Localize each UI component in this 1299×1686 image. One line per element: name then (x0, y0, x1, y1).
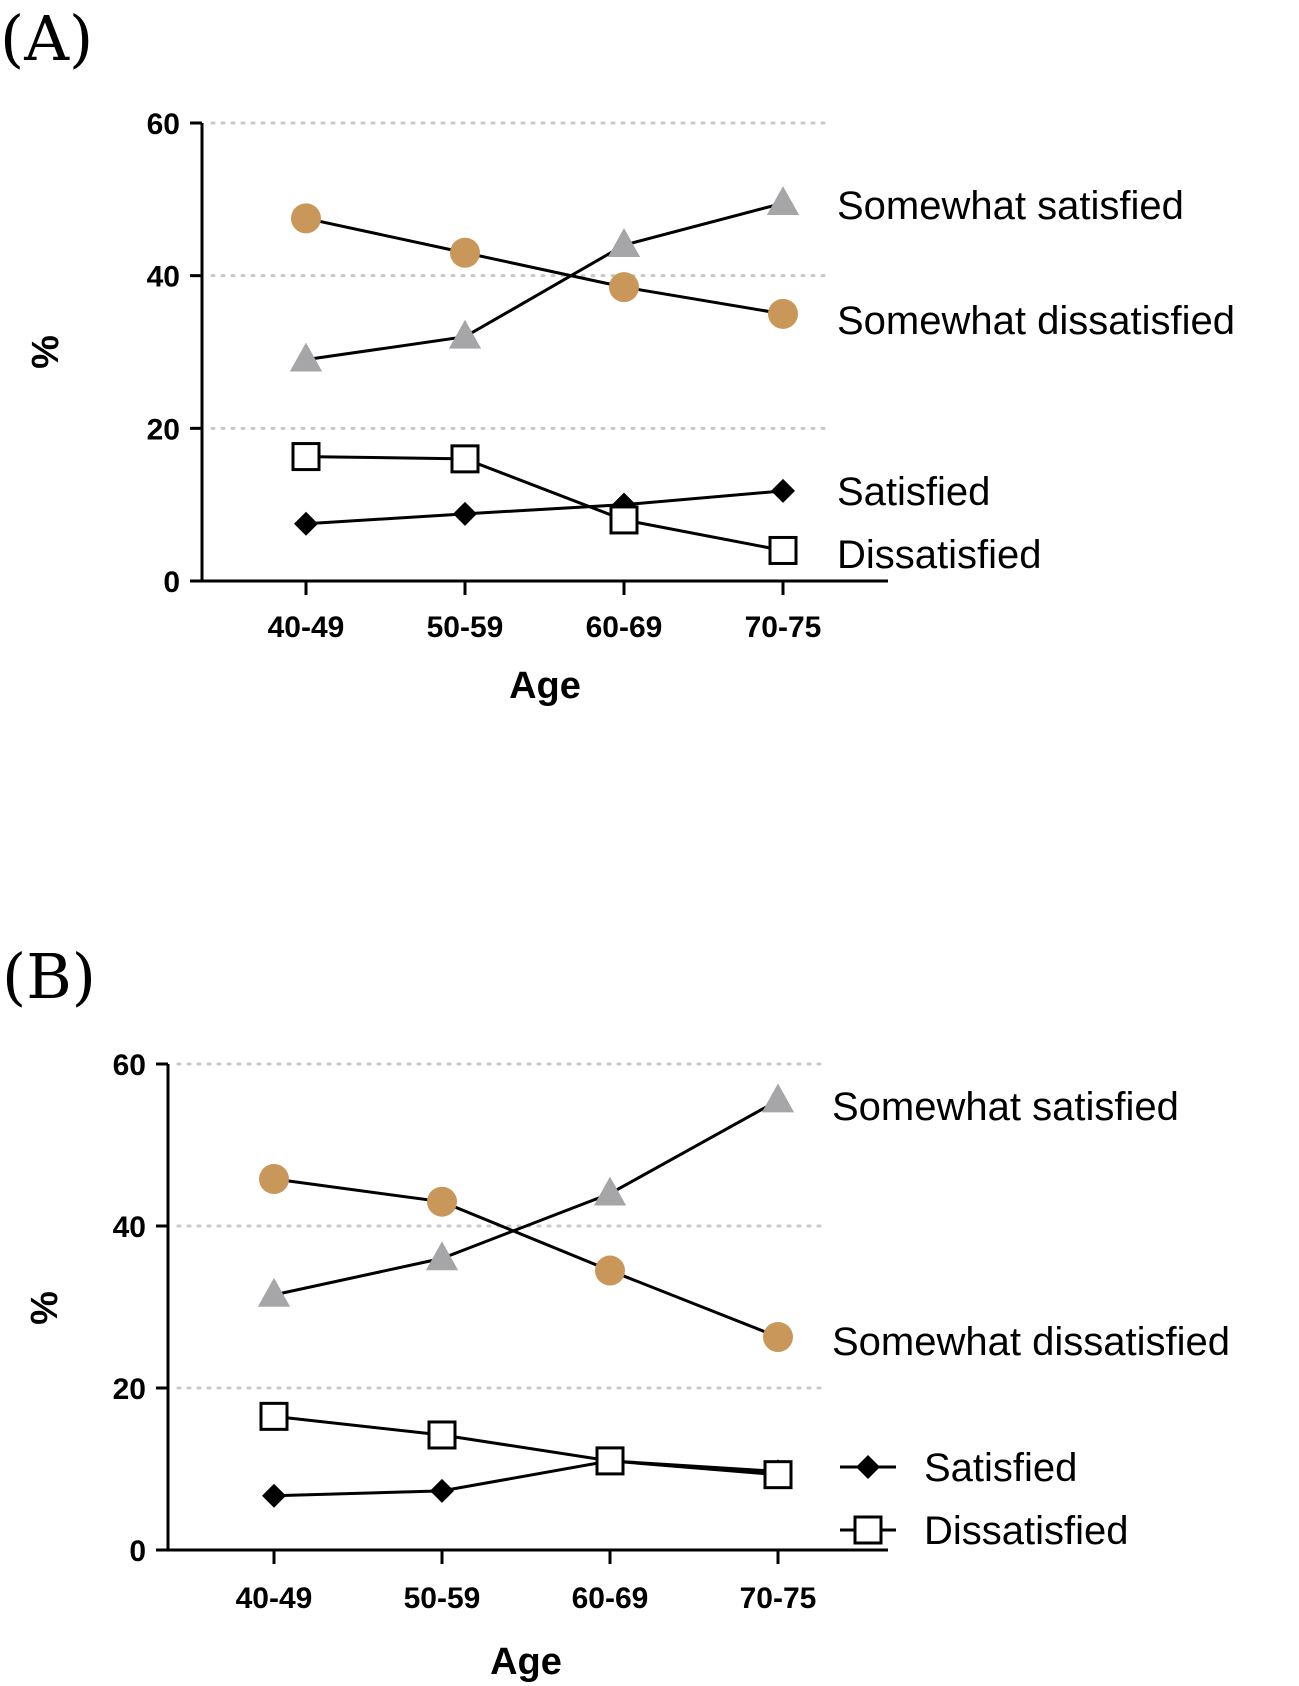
chart-b-point-dissatisfied (763, 1460, 793, 1490)
chart-a-point-dissatisfied (609, 505, 639, 535)
chart-a-point-somewhat-dissatisfied (450, 237, 480, 268)
chart-a: (A) 0 20 40 60 40-49 50-59 60-69 70-75 Age% Somewh… (0, 2, 1235, 707)
chart-a-point-somewhat-satisfied (289, 342, 323, 372)
chart-b-x-tick-label: 50-59 (404, 1582, 481, 1615)
chart-b-y-tick-label: 20 (113, 1373, 146, 1406)
chart-b: (B) 0 20 40 60 40-49 50-59 60-69 70-75 Age% Somewh… (2, 940, 1230, 1683)
chart-b-point-somewhat-satisfied (257, 1277, 291, 1307)
chart-a-panel-label: (A) (0, 2, 93, 75)
chart-b-line-somewhat-dissatisfied (273, 1177, 779, 1339)
chart-a-x-tick-label: 70-75 (745, 611, 822, 644)
chart-b-label-somewhat-satisfied: Somewhat satisfied (832, 1085, 1179, 1129)
chart-a-point-somewhat-dissatisfied (768, 298, 798, 329)
chart-b-point-somewhat-satisfied (593, 1176, 627, 1206)
chart-a-label-dissatisfied: Dissatisfied (837, 533, 1042, 577)
chart-a-line-somewhat-dissatisfied (305, 216, 784, 316)
chart-a-gridlines (210, 121, 830, 430)
chart-b-x-axis-title: Age (490, 1641, 562, 1683)
chart-a-x-tick-label: 50-59 (427, 611, 504, 644)
chart-b-points-somewhat-satisfied (257, 1083, 795, 1307)
chart-b-x-tick-label: 70-75 (740, 1582, 817, 1615)
chart-b-point-somewhat-dissatisfied (763, 1321, 793, 1352)
chart-b-legend-marker-dissatisfied (853, 1515, 883, 1545)
chart-b-y-axis-title: % (24, 1291, 66, 1325)
chart-b-point-dissatisfied (427, 1420, 457, 1450)
chart-a-point-somewhat-dissatisfied (291, 203, 321, 234)
chart-b-x-tick-label: 60-69 (572, 1582, 649, 1615)
chart-a-y-tick-label: 0 (163, 566, 180, 599)
chart-b-label-satisfied: Satisfied (924, 1446, 1077, 1490)
chart-a-point-dissatisfied (291, 442, 321, 472)
chart-a-point-somewhat-satisfied (448, 319, 482, 349)
chart-b-y-tick-label: 0 (129, 1535, 146, 1568)
chart-b-panel-label: (B) (2, 940, 96, 1013)
chart-a-point-somewhat-satisfied (766, 186, 800, 216)
chart-a-x-axis-title: Age (509, 665, 581, 707)
chart-b-label-dissatisfied: Dissatisfied (924, 1509, 1129, 1553)
chart-a-points-somewhat-dissatisfied (291, 203, 798, 329)
chart-b-point-somewhat-satisfied (425, 1241, 459, 1271)
chart-a-point-somewhat-satisfied (607, 228, 641, 258)
chart-b-points-somewhat-dissatisfied (259, 1164, 793, 1352)
chart-b-line-somewhat-satisfied (273, 1099, 779, 1297)
chart-a-point-dissatisfied (768, 535, 798, 565)
chart-a-label-satisfied: Satisfied (837, 470, 990, 514)
chart-b-point-dissatisfied (595, 1446, 625, 1476)
chart-a-line-satisfied (305, 489, 784, 526)
chart-b-points-satisfied (262, 1448, 790, 1508)
chart-b-line-satisfied (273, 1459, 779, 1498)
chart-a-line-dissatisfied (305, 455, 784, 552)
chart-b-point-satisfied (262, 1483, 286, 1508)
chart-a-y-tick-label: 60 (147, 108, 180, 141)
chart-b-y-tick-label: 60 (113, 1049, 146, 1082)
chart-a-point-somewhat-dissatisfied (609, 272, 639, 303)
chart-a-point-satisfied (771, 478, 795, 503)
chart-a-points-satisfied (294, 478, 795, 536)
chart-b-x-tick-label: 40-49 (236, 1582, 313, 1615)
chart-a-points-dissatisfied (291, 442, 798, 565)
chart-a-x-tick-label: 40-49 (268, 611, 345, 644)
chart-a-x-tick-label: 60-69 (586, 611, 663, 644)
chart-a-point-satisfied (453, 501, 477, 526)
chart-a-point-dissatisfied (450, 444, 480, 474)
chart-b-point-somewhat-dissatisfied (259, 1164, 289, 1195)
chart-b-point-satisfied (430, 1478, 454, 1503)
chart-b-label-somewhat-dissatisfied: Somewhat dissatisfied (832, 1320, 1230, 1364)
chart-a-y-tick-label: 20 (147, 413, 180, 446)
chart-b-legend-marker-satisfied (856, 1455, 880, 1479)
chart-a-y-tick-label: 40 (147, 261, 180, 294)
chart-a-line-somewhat-satisfied (305, 201, 784, 362)
chart-b-point-somewhat-dissatisfied (595, 1255, 625, 1286)
chart-a-label-somewhat-satisfied: Somewhat satisfied (837, 184, 1184, 228)
chart-b-gridlines (176, 1062, 830, 1390)
chart-b-point-somewhat-satisfied (761, 1083, 795, 1113)
chart-b-line-dissatisfied (273, 1414, 779, 1477)
chart-a-point-satisfied (294, 511, 318, 536)
chart-a-point-satisfied (612, 492, 636, 517)
chart-b-y-tick-label: 40 (113, 1211, 146, 1244)
chart-a-y-axis-title: % (25, 335, 67, 369)
chart-b-point-somewhat-dissatisfied (427, 1186, 457, 1217)
chart-b-points-dissatisfied (259, 1401, 793, 1490)
chart-a-points-somewhat-satisfied (289, 186, 800, 372)
chart-a-label-somewhat-dissatisfied: Somewhat dissatisfied (837, 299, 1235, 343)
chart-b-point-dissatisfied (259, 1401, 289, 1431)
